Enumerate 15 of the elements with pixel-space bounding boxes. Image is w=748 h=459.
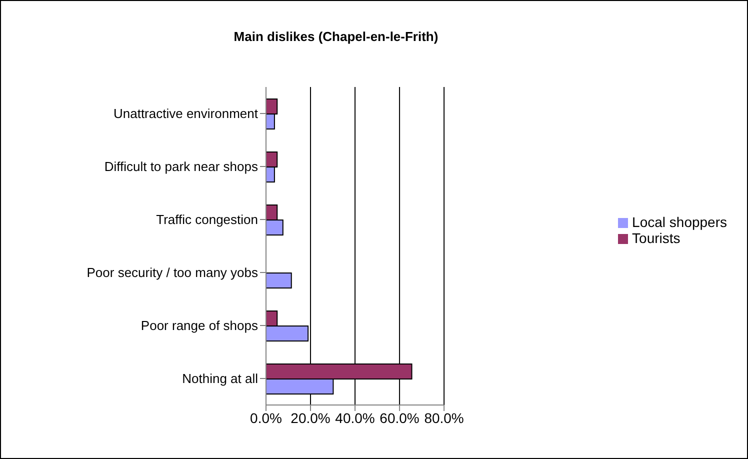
x-tick-label: 60.0% bbox=[380, 410, 420, 426]
legend-label: Local shoppers bbox=[632, 214, 727, 230]
y-tick-label: Poor range of shops bbox=[140, 318, 258, 334]
legend-label: Tourists bbox=[632, 230, 680, 246]
x-tick-label: 40.0% bbox=[335, 410, 375, 426]
y-tick-label: Poor security / too many yobs bbox=[86, 265, 258, 280]
x-tick-label: 80.0% bbox=[424, 410, 464, 426]
y-tick-label: Unattractive environment bbox=[113, 106, 258, 122]
y-tick-label: Nothing at all bbox=[182, 371, 258, 386]
x-tick-label: 0.0% bbox=[250, 410, 282, 426]
x-tick-label: 20.0% bbox=[290, 410, 330, 426]
y-tick-label: Traffic congestion bbox=[156, 212, 258, 228]
y-tick-label: Difficult to park near shops bbox=[104, 159, 258, 174]
bar bbox=[266, 272, 292, 288]
chart-title: Main dislikes (Chapel-en-le-Frith) bbox=[232, 29, 440, 44]
